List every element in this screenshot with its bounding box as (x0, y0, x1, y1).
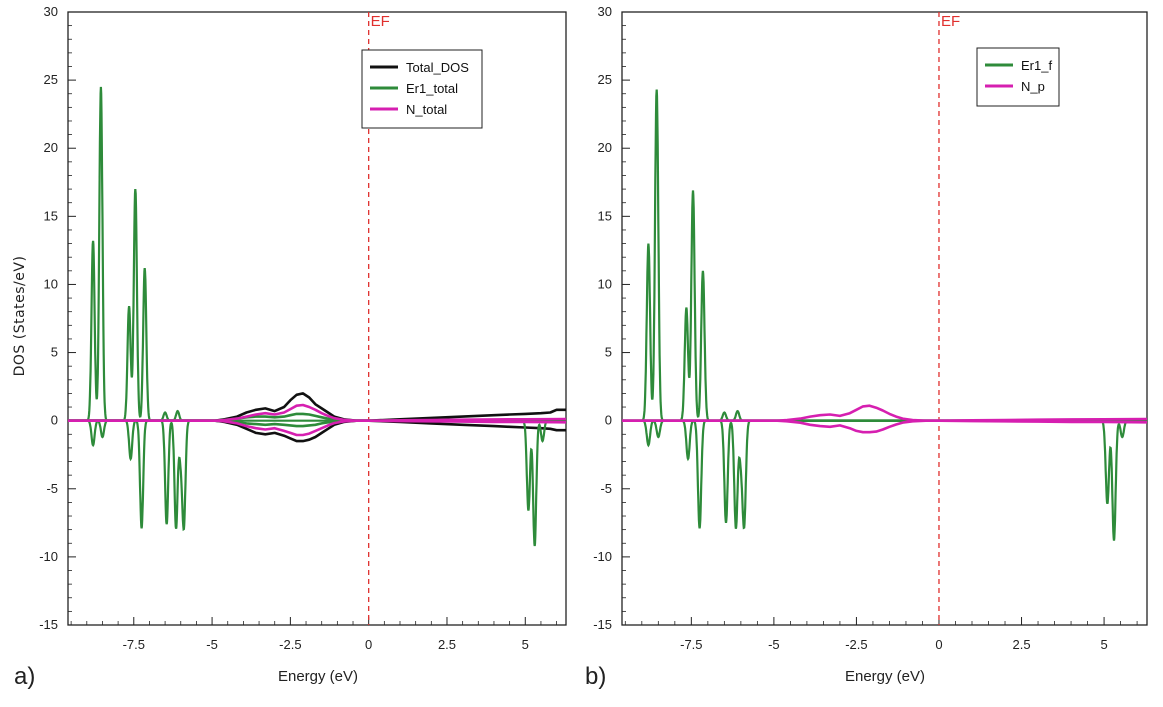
x-tick-label: 5 (522, 637, 529, 652)
y-axis-title: DOS (States/eV) (12, 256, 28, 377)
y-tick-label: -15 (593, 617, 612, 632)
x-tick-label: 2.5 (1012, 637, 1030, 652)
panel-b-label: b) (585, 663, 606, 690)
plot-frame (621, 11, 1148, 626)
y-tick-label: 30 (598, 4, 612, 19)
y-tick-label: -5 (46, 481, 58, 496)
legend: Er1_f N_p (976, 47, 1060, 107)
x-tick-label: -5 (768, 637, 780, 652)
legend-box (976, 47, 1060, 107)
y-tick-label: -15 (39, 617, 58, 632)
legend-entry: Er1_total (406, 81, 458, 96)
series-Er1_total-peaks-up (82, 86, 189, 422)
legend-entry: N_p (1021, 79, 1045, 94)
panel-a-x-axis-title: Energy (eV) (278, 668, 358, 685)
y-tick-label: -10 (593, 549, 612, 564)
series-Total_DOS-spin-down (68, 419, 566, 443)
y-tick-label: 25 (44, 72, 58, 87)
y-tick-label: -10 (39, 549, 58, 564)
x-tick-label: -2.5 (845, 637, 867, 652)
panel-a-chart: -15 -10 -5 0 5 10 15 20 25 30 -7.5 -5 -2.5 0 2.5 5 EF En… (14, 4, 567, 690)
fermi-level-label: EF (371, 13, 390, 30)
y-tick-label: 5 (605, 345, 612, 360)
panel-a-label: a) (14, 663, 35, 690)
series-N_p-spin-down (622, 419, 1147, 434)
y-tick-label: 15 (44, 208, 58, 223)
legend: Total_DOS Er1_total N_total (361, 49, 483, 129)
y-tick-label: 20 (598, 140, 612, 155)
fermi-level-label: EF (941, 13, 960, 30)
y-tick-label: 0 (51, 413, 58, 428)
legend-entry: N_total (406, 102, 447, 117)
y-tick-label: 10 (598, 276, 612, 291)
y-tick-label: -5 (600, 481, 612, 496)
legend-entry: Total_DOS (406, 60, 469, 75)
panel-b-series (622, 89, 1147, 541)
panel-b-axes: -15 -10 -5 0 5 10 15 20 25 30 -7.5 -5 -2.5 0 2.5 5 EF (593, 4, 1148, 652)
plot-frame (67, 11, 567, 626)
panel-a-axes: -15 -10 -5 0 5 10 15 20 25 30 -7.5 -5 -2.5 0 2.5 5 EF (39, 4, 567, 652)
x-tick-label: -7.5 (680, 637, 702, 652)
x-tick-label: -2.5 (279, 637, 301, 652)
y-tick-label: 15 (598, 208, 612, 223)
x-tick-label: -5 (206, 637, 218, 652)
series-N_total-spin-up (68, 403, 566, 422)
y-tick-label: 25 (598, 72, 612, 87)
x-tick-label: 2.5 (438, 637, 456, 652)
series-Total_DOS-spin-up (68, 392, 566, 422)
y-tick-label: 20 (44, 140, 58, 155)
x-tick-label: -7.5 (123, 637, 145, 652)
x-tick-label: 5 (1100, 637, 1107, 652)
series-N_p-spin-up (622, 404, 1147, 422)
series-Er1_f-peaks-up (636, 89, 750, 422)
legend-entry: Er1_f (1021, 58, 1052, 73)
series-Er1_total-peaks-down (82, 419, 554, 547)
x-tick-label: 0 (935, 637, 942, 652)
y-tick-label: 10 (44, 276, 58, 291)
y-tick-label: 0 (605, 413, 612, 428)
series-Er1_f-peaks-down (636, 419, 1134, 541)
panel-a-series (68, 86, 566, 547)
panel-b-x-axis-title: Energy (eV) (845, 668, 925, 685)
x-tick-label: 0 (365, 637, 372, 652)
series-N_total-spin-down (68, 419, 566, 437)
y-tick-label: 30 (44, 4, 58, 19)
y-tick-label: 5 (51, 345, 58, 360)
panel-b-chart: -15 -10 -5 0 5 10 15 20 25 30 -7.5 -5 -2.5 0 2.5 5 EF En… (585, 4, 1148, 690)
